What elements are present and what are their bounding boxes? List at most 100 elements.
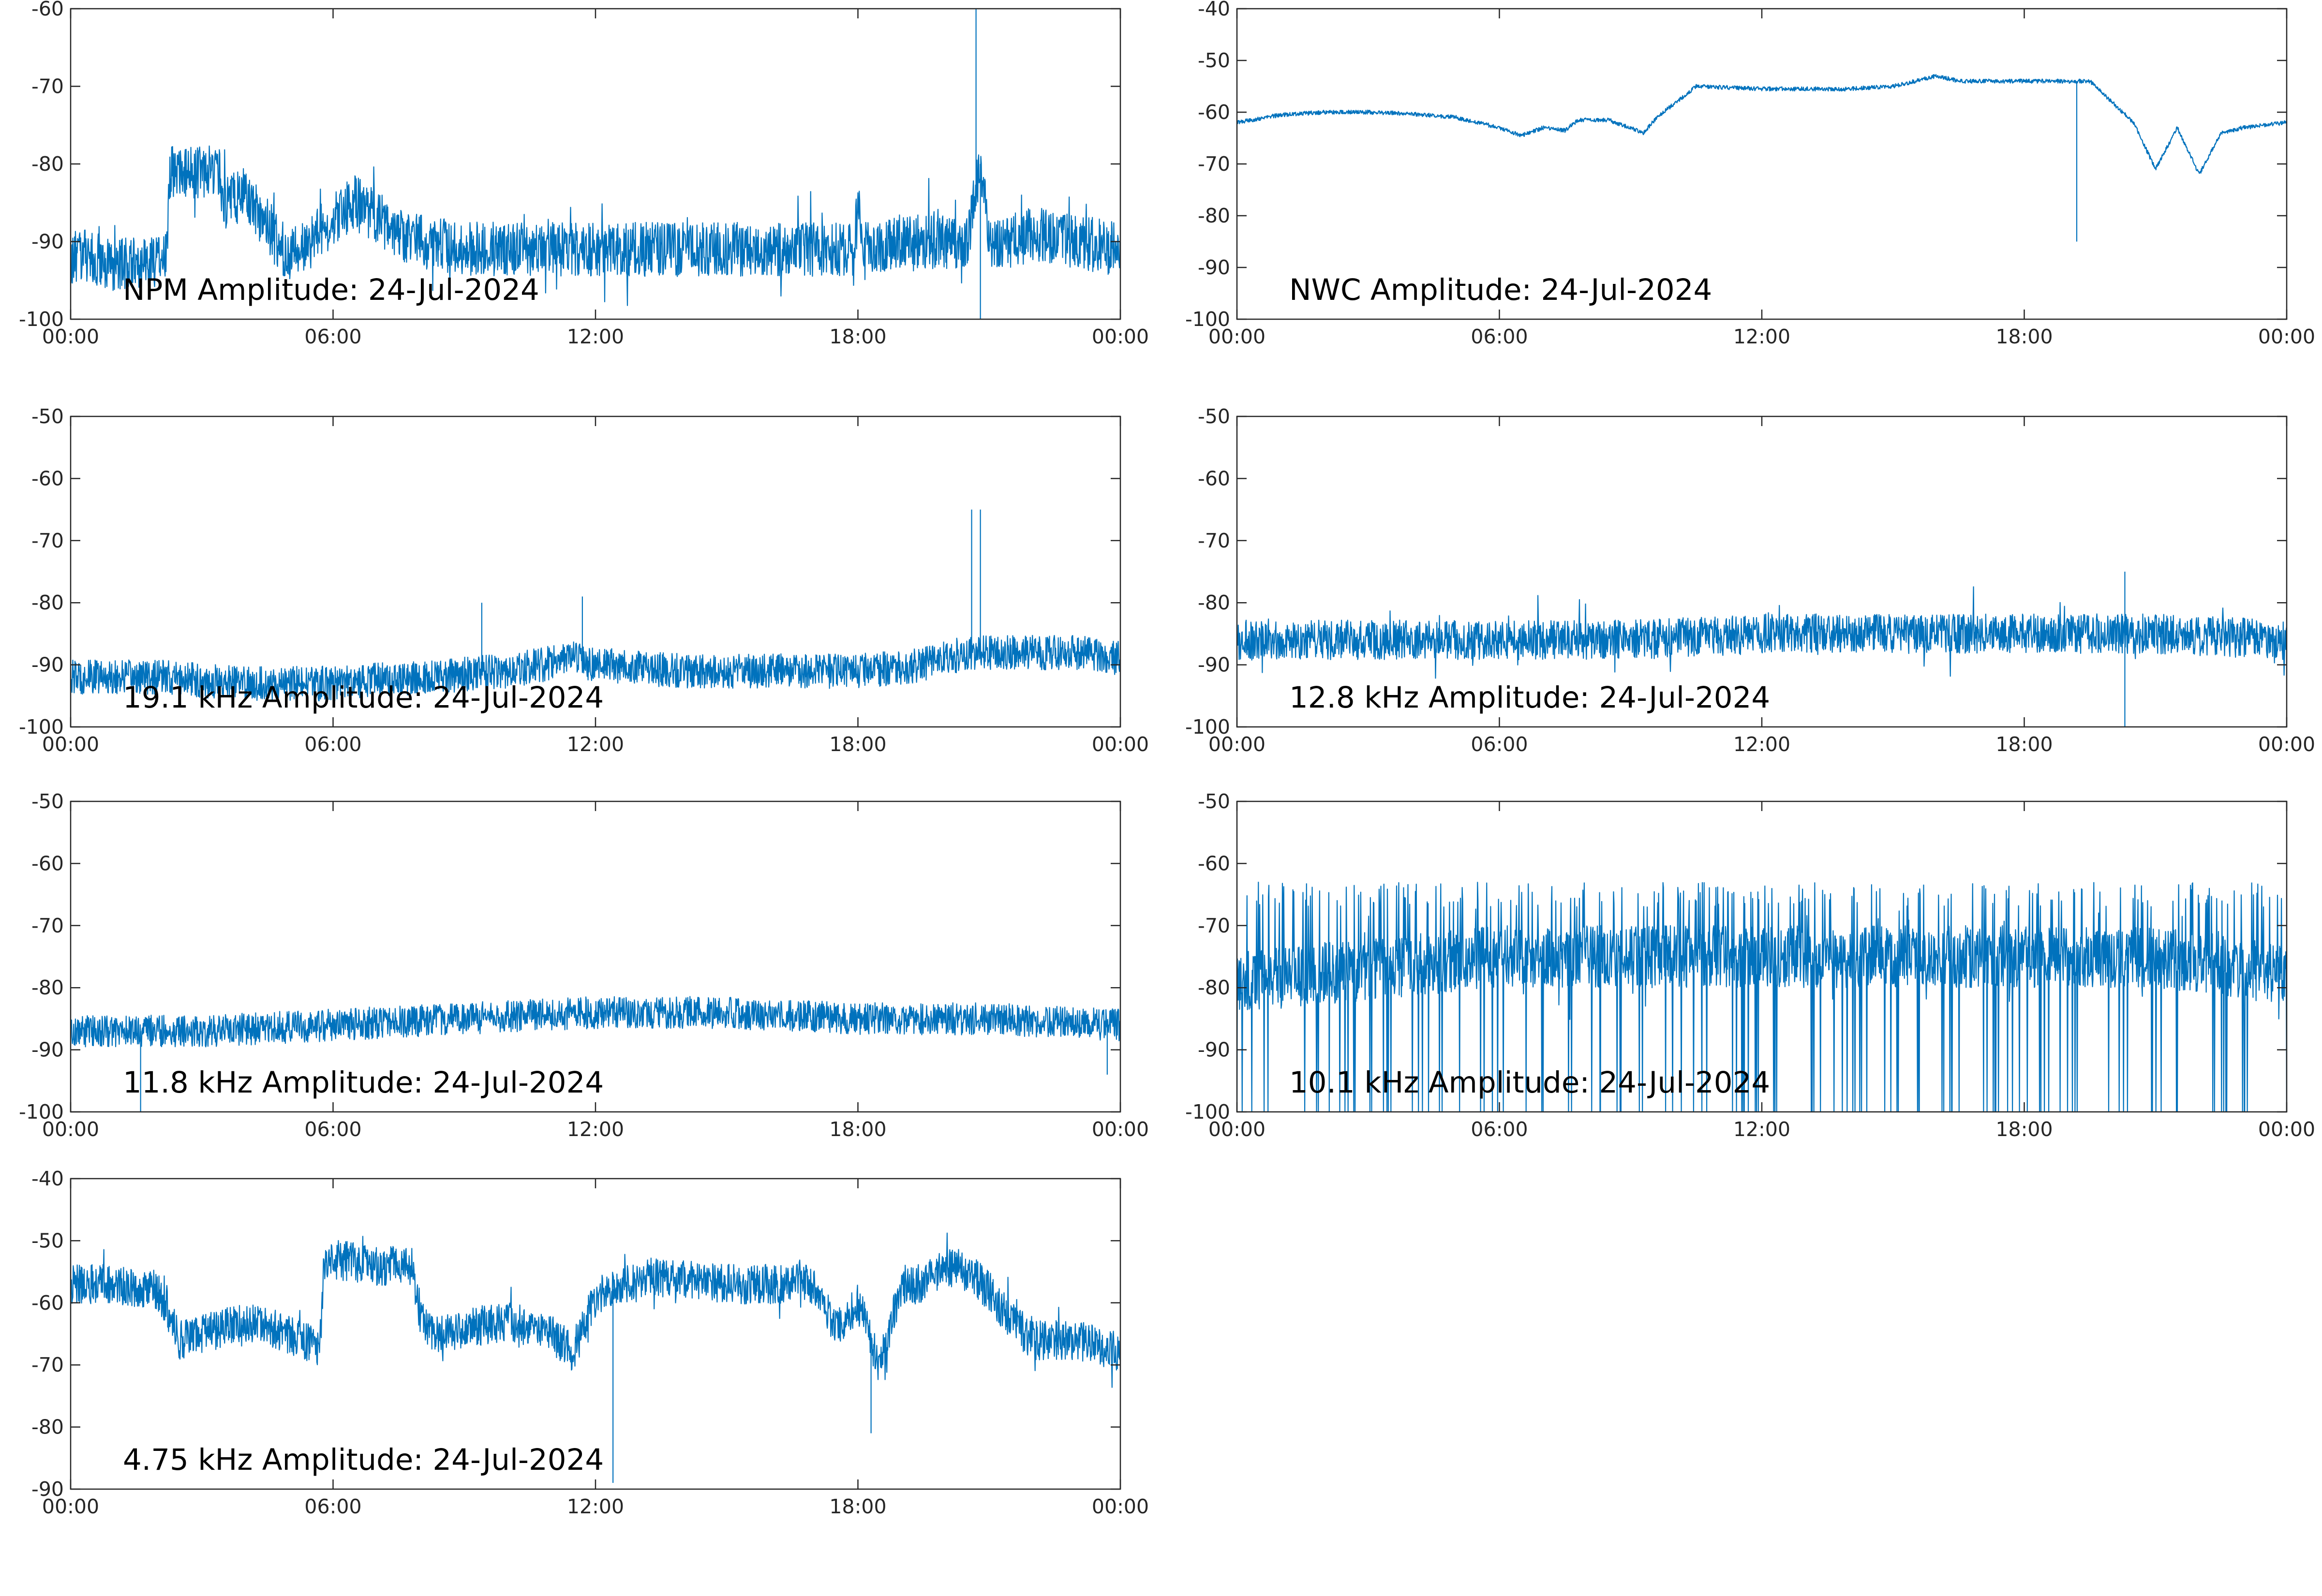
x-tick-label: 12:00 [1733, 325, 1790, 348]
y-tick-label: -60 [31, 0, 64, 20]
x-tick-label: 06:00 [1471, 733, 1528, 756]
x-tick-label: 18:00 [829, 1118, 886, 1141]
y-tick-label: -80 [1198, 204, 1230, 227]
panel-title: 11.8 kHz Amplitude: 24-Jul-2024 [123, 1065, 604, 1100]
y-tick-label: -50 [31, 1229, 64, 1252]
y-tick-label: -90 [1198, 256, 1230, 279]
x-tick-label: 18:00 [1995, 1118, 2053, 1141]
y-tick-label: -50 [1198, 405, 1230, 428]
y-tick-label: -80 [31, 976, 64, 999]
y-tick-label: -100 [1185, 715, 1230, 739]
x-tick-label: 00:00 [2258, 1118, 2315, 1141]
x-tick-label: 12:00 [567, 733, 624, 756]
x-tick-label: 12:00 [1733, 1118, 1790, 1141]
panel-title: NWC Amplitude: 24-Jul-2024 [1289, 273, 1712, 307]
y-tick-label: -70 [31, 914, 64, 937]
x-tick-label: 00:00 [42, 1118, 99, 1141]
y-tick-label: -60 [31, 852, 64, 875]
series-line [71, 145, 1120, 306]
panel-title: 12.8 kHz Amplitude: 24-Jul-2024 [1289, 680, 1770, 715]
y-tick-label: -80 [31, 152, 64, 176]
y-tick-label: -60 [1198, 467, 1230, 490]
panels-group: 00:00 06:00 12:00 18:00 00:00-100-90-80-70-6… [19, 0, 2315, 1518]
y-tick-label: -80 [31, 1416, 64, 1439]
x-tick-label: 00:00 [1092, 1495, 1149, 1518]
y-tick-label: -100 [19, 308, 64, 331]
series-line [1237, 74, 2287, 174]
x-tick-label: 18:00 [1995, 733, 2053, 756]
y-tick-label: -90 [31, 1478, 64, 1501]
x-tick-label: 12:00 [567, 1118, 624, 1141]
y-tick-label: -80 [1198, 976, 1230, 999]
series-line [1237, 586, 2287, 679]
y-tick-label: -80 [31, 591, 64, 614]
y-tick-label: -70 [1198, 914, 1230, 937]
y-tick-label: -100 [19, 1100, 64, 1123]
x-tick-label: 00:00 [42, 325, 99, 348]
x-tick-label: 12:00 [567, 325, 624, 348]
x-tick-label: 12:00 [1733, 733, 1790, 756]
y-tick-label: -80 [1198, 591, 1230, 614]
x-tick-label: 00:00 [1208, 325, 1265, 348]
y-tick-label: -100 [19, 715, 64, 739]
y-tick-label: -90 [1198, 653, 1230, 677]
y-tick-label: -70 [31, 75, 64, 98]
x-tick-label: 06:00 [304, 1118, 361, 1141]
x-tick-label: 06:00 [304, 1495, 361, 1518]
y-tick-label: -50 [31, 790, 64, 813]
x-tick-label: 00:00 [1092, 1118, 1149, 1141]
panel-title: 19.1 kHz Amplitude: 24-Jul-2024 [123, 680, 604, 715]
y-tick-label: -70 [1198, 529, 1230, 552]
x-tick-label: 06:00 [1471, 325, 1528, 348]
x-tick-label: 00:00 [42, 733, 99, 756]
y-tick-label: -50 [1198, 49, 1230, 72]
y-tick-label: -100 [1185, 308, 1230, 331]
x-tick-label: 06:00 [304, 325, 361, 348]
x-tick-label: 18:00 [829, 733, 886, 756]
panel-4: 00:00 06:00 12:00 18:00 00:00-100-90-80-70-6… [19, 790, 1149, 1141]
x-tick-label: 00:00 [1208, 1118, 1265, 1141]
panel-3: 00:00 06:00 12:00 18:00 00:00-100-90-80-70-6… [1185, 405, 2315, 756]
x-tick-label: 00:00 [1092, 325, 1149, 348]
y-tick-label: -100 [1185, 1100, 1230, 1123]
series-line [1237, 882, 2287, 1112]
x-tick-label: 00:00 [42, 1495, 99, 1518]
y-tick-label: -90 [31, 230, 64, 253]
panel-title: 10.1 kHz Amplitude: 24-Jul-2024 [1289, 1065, 1770, 1100]
y-tick-label: -60 [1198, 101, 1230, 124]
x-tick-label: 18:00 [829, 325, 886, 348]
series-line [71, 635, 1120, 702]
panel-title: 4.75 kHz Amplitude: 24-Jul-2024 [123, 1443, 604, 1477]
y-tick-label: -60 [31, 467, 64, 490]
x-tick-label: 00:00 [2258, 733, 2315, 756]
y-tick-label: -50 [1198, 790, 1230, 813]
x-tick-label: 06:00 [1471, 1118, 1528, 1141]
y-tick-label: -90 [1198, 1038, 1230, 1062]
series-line [71, 996, 1120, 1048]
panel-title: NPM Amplitude: 24-Jul-2024 [123, 273, 539, 307]
panel-2: 00:00 06:00 12:00 18:00 00:00-100-90-80-70-6… [19, 405, 1149, 756]
x-tick-label: 12:00 [567, 1495, 624, 1518]
series-line [71, 1232, 1120, 1388]
y-tick-label: -90 [31, 1038, 64, 1062]
x-tick-label: 00:00 [2258, 325, 2315, 348]
panel-5: 00:00 06:00 12:00 18:00 00:00-100-90-80-70-6… [1185, 790, 2315, 1141]
panel-0: 00:00 06:00 12:00 18:00 00:00-100-90-80-70-6… [19, 0, 1149, 348]
y-tick-label: -70 [31, 529, 64, 552]
x-tick-label: 06:00 [304, 733, 361, 756]
y-tick-label: -40 [1198, 0, 1230, 20]
x-tick-label: 18:00 [1995, 325, 2053, 348]
y-tick-label: -60 [31, 1291, 64, 1315]
y-tick-label: -40 [31, 1167, 64, 1190]
panel-6: 00:00 06:00 12:00 18:00 00:00-90-80-70-60-50… [31, 1167, 1149, 1518]
y-tick-label: -60 [1198, 852, 1230, 875]
y-tick-label: -70 [1198, 152, 1230, 176]
x-tick-label: 00:00 [1208, 733, 1265, 756]
y-tick-label: -50 [31, 405, 64, 428]
y-tick-label: -70 [31, 1353, 64, 1376]
panel-1: 00:00 06:00 12:00 18:00 00:00-100-90-80-70-6… [1185, 0, 2315, 348]
y-tick-label: -90 [31, 653, 64, 677]
x-tick-label: 18:00 [829, 1495, 886, 1518]
